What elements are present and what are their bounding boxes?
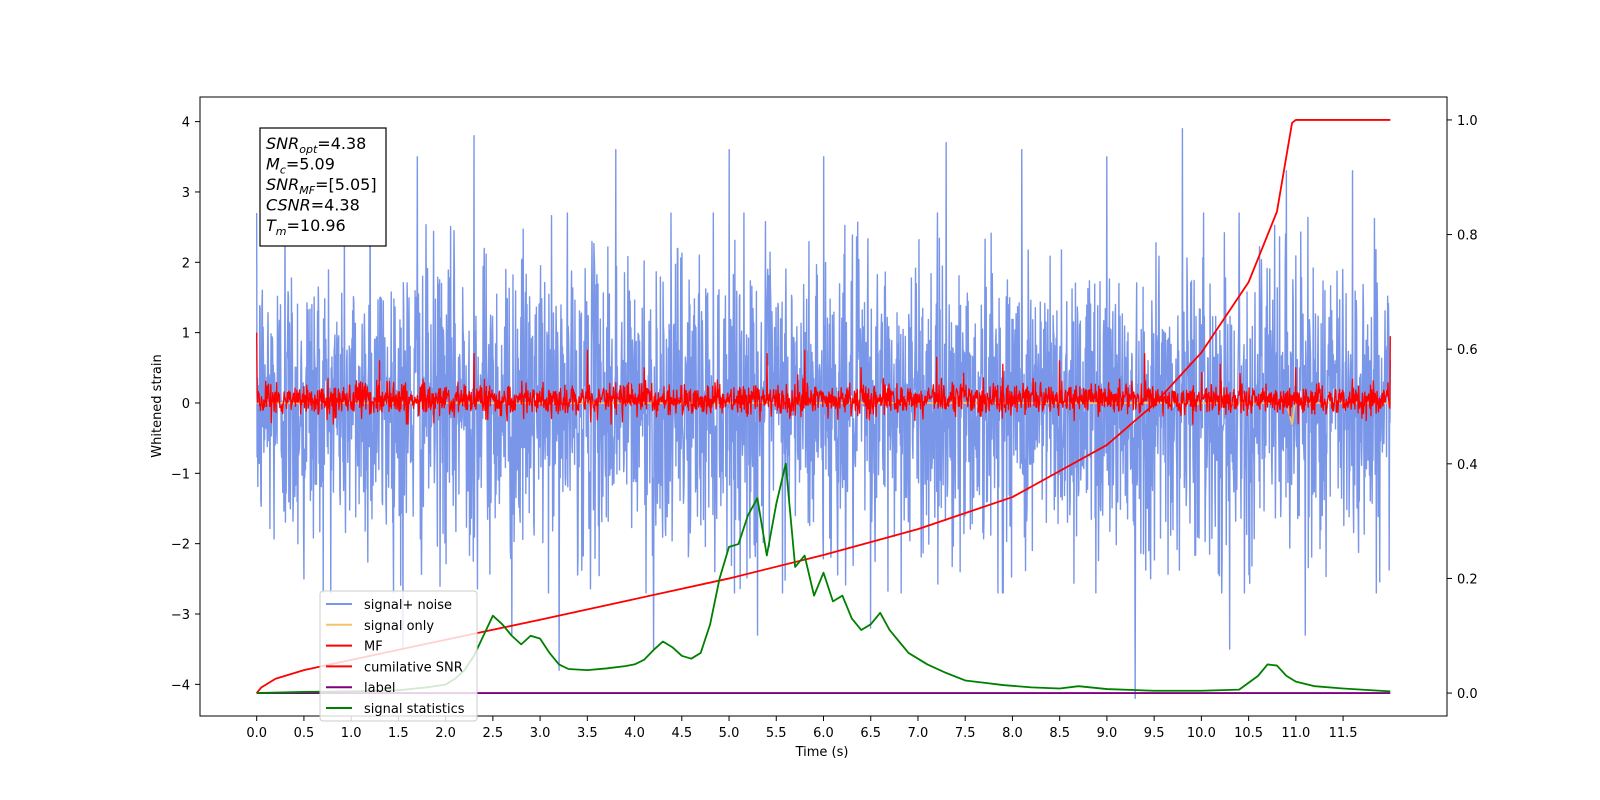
x-tick-label: 10.5 (1234, 726, 1263, 741)
y-axis-label: Whitened strain (150, 354, 165, 457)
y-right-tick-label: 0.2 (1457, 572, 1478, 587)
annotation-value: =4.38 (311, 196, 360, 215)
x-axis: 0.0 0.5 1.0 1.5 2.0 2.5 3.0 3.5 4.0 4.5 5.0 5.5 6.0 6… (246, 716, 1358, 741)
annotation-line: SNRopt=4.38 (266, 134, 366, 156)
x-tick-label: 6.0 (813, 726, 834, 741)
y-left-tick-label: 2 (182, 256, 190, 271)
y-left-tick-label: 4 (182, 116, 190, 131)
y-left-tick-label: 1 (182, 327, 190, 342)
annotation-symbol: SNR (266, 175, 299, 194)
x-tick-label: 3.0 (530, 726, 551, 741)
x-tick-label: 9.0 (1097, 726, 1118, 741)
y-left-tick-label: 3 (182, 186, 190, 201)
y-left-tick-label: −2 (171, 538, 190, 553)
annotation-subscript: MF (299, 184, 315, 197)
y-left-tick-label: −1 (171, 467, 190, 482)
y-right-tick-label: 0.6 (1457, 343, 1478, 358)
x-tick-label: 4.0 (624, 726, 645, 741)
x-tick-label: 2.5 (483, 726, 504, 741)
annotation-subscript: opt (299, 143, 318, 156)
y-left-tick-label: −4 (171, 678, 190, 693)
series-cumilative-snr (255, 119, 1391, 694)
y-axis-left: −4 −3 −2 −1 0 1 2 3 4 (171, 116, 200, 693)
annotation-line: Tm=10.96 (266, 216, 346, 238)
x-tick-label: 0.5 (294, 726, 315, 741)
legend-box (319, 590, 478, 722)
stats-annotation: SNRopt=4.38Mc=5.09SNRMF=[5.05]CSNR=4.38T… (259, 127, 387, 247)
x-tick-label: 2.0 (435, 726, 456, 741)
legend-label-label: label (364, 681, 395, 696)
annotation-box (259, 127, 387, 247)
y-right-tick-label: 0.8 (1457, 229, 1478, 244)
x-tick-label: 1.0 (341, 726, 362, 741)
y-left-tick-label: 0 (182, 397, 190, 412)
legend-label-signal-only: signal only (364, 619, 434, 634)
x-tick-label: 6.5 (860, 726, 881, 741)
x-tick-label: 5.5 (766, 726, 787, 741)
y-left-tick-label: −3 (171, 608, 190, 623)
annotation-line: SNRMF=[5.05] (266, 175, 377, 197)
x-tick-label: 3.5 (577, 726, 598, 741)
x-tick-label: 4.5 (671, 726, 692, 741)
annotation-line: Mc=5.09 (266, 155, 335, 177)
annotation-symbol: M (266, 155, 280, 174)
legend-label-signal-noise: signal+ noise (364, 598, 452, 613)
annotation-line: CSNR=4.38 (266, 196, 360, 215)
x-tick-label: 11.5 (1329, 726, 1358, 741)
x-tick-label: 7.5 (955, 726, 976, 741)
y-axis-right: 0.0 0.2 0.4 0.6 0.8 1.0 (1447, 114, 1478, 702)
x-tick-label: 11.0 (1281, 726, 1310, 741)
annotation-symbol: CSNR (266, 196, 311, 215)
x-tick-label: 10.0 (1187, 726, 1216, 741)
x-tick-label: 1.5 (388, 726, 409, 741)
legend: signal+ noise signal only MF cumilative SNR… (319, 590, 478, 722)
x-tick-label: 9.5 (1144, 726, 1165, 741)
x-tick-label: 7.0 (908, 726, 929, 741)
y-right-tick-label: 0.4 (1457, 458, 1478, 473)
y-right-tick-label: 1.0 (1457, 114, 1478, 129)
annotation-symbol: T (266, 216, 277, 235)
annotation-value: =5.09 (286, 155, 335, 174)
x-axis-label: Time (s) (795, 745, 849, 760)
annotation-subscript: c (280, 164, 286, 177)
series-mf (256, 332, 1391, 425)
x-tick-label: 0.0 (246, 726, 267, 741)
series-signal-statistics (256, 462, 1391, 694)
annotation-value: =4.38 (317, 134, 366, 153)
y-right-tick-label: 0.0 (1457, 687, 1478, 702)
x-tick-label: 5.0 (719, 726, 740, 741)
x-tick-label: 8.5 (1049, 726, 1070, 741)
annotation-value: =10.96 (287, 216, 346, 235)
legend-label-signal-statistics: signal statistics (364, 702, 465, 717)
legend-label-cumilative-snr: cumilative SNR (364, 660, 463, 675)
annotation-symbol: SNR (266, 134, 299, 153)
annotation-subscript: m (276, 225, 287, 238)
legend-label-mf: MF (364, 640, 383, 655)
x-tick-label: 8.0 (1002, 726, 1023, 741)
annotation-value: =[5.05] (315, 175, 377, 194)
